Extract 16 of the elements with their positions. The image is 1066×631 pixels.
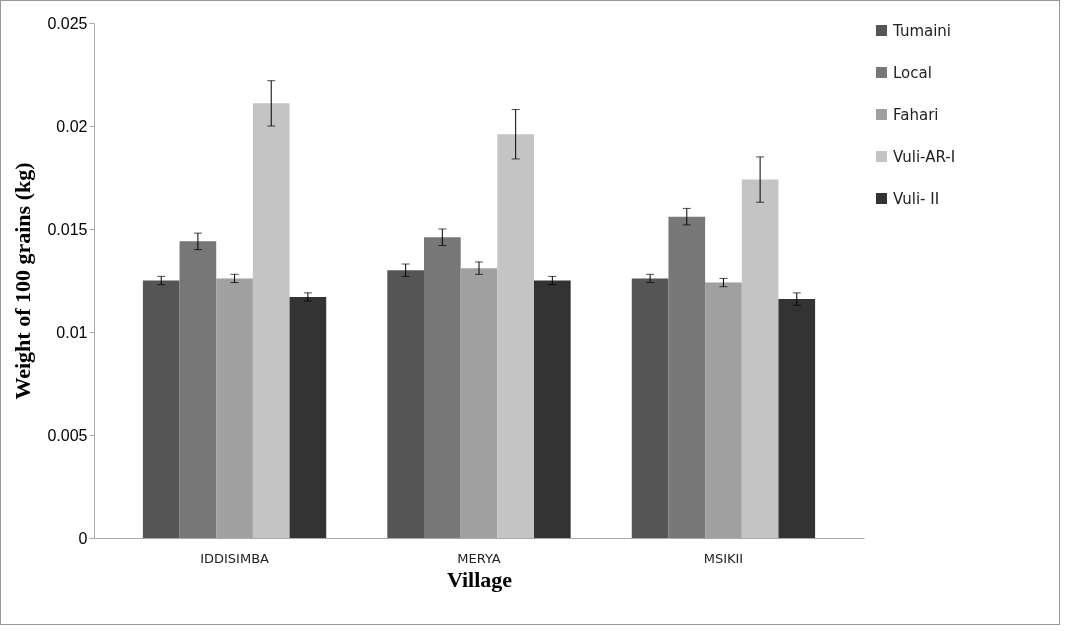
x-tick-label: MSIKII <box>703 550 744 566</box>
y-tick-label: 0 <box>78 529 88 547</box>
y-tick-label: 0.025 <box>47 14 88 32</box>
legend-label: Vuli-AR-I <box>893 147 956 166</box>
y-tick-label: 0.015 <box>47 220 88 238</box>
legend-label: Fahari <box>893 105 939 124</box>
y-axis-title: Weight of 100 grains (kg) <box>10 162 36 400</box>
legend-label: Vuli- II <box>893 189 940 208</box>
y-tick-label: 0.02 <box>56 117 88 135</box>
y-tick-label: 0.005 <box>47 426 88 444</box>
x-axis-title: Village <box>446 566 513 592</box>
x-tick-label: MERYA <box>457 550 501 566</box>
y-tick-label: 0.01 <box>56 323 88 341</box>
x-tick-label: IDDISIMBA <box>200 550 270 566</box>
legend-label: Local <box>893 63 932 82</box>
legend-label: Tumaini <box>892 21 952 40</box>
